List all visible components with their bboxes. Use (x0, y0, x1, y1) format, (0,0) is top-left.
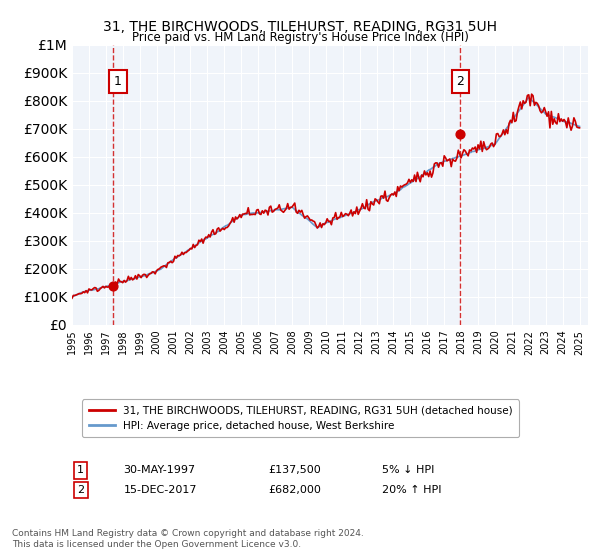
Point (455, 129, 465, 138)
Point (108, 282, 118, 291)
Text: 2: 2 (457, 74, 464, 88)
Text: 1: 1 (114, 74, 122, 88)
Text: 31, THE BIRCHWOODS, TILEHURST, READING, RG31 5UH: 31, THE BIRCHWOODS, TILEHURST, READING, … (103, 20, 497, 34)
Text: 2: 2 (77, 485, 84, 495)
Text: £137,500: £137,500 (268, 465, 321, 475)
Text: 15-DEC-2017: 15-DEC-2017 (124, 485, 197, 495)
Text: Contains HM Land Registry data © Crown copyright and database right 2024.
This d: Contains HM Land Registry data © Crown c… (12, 529, 364, 549)
Text: 30-MAY-1997: 30-MAY-1997 (124, 465, 196, 475)
Legend: 31, THE BIRCHWOODS, TILEHURST, READING, RG31 5UH (detached house), HPI: Average : 31, THE BIRCHWOODS, TILEHURST, READING, … (82, 399, 519, 437)
Text: £682,000: £682,000 (268, 485, 321, 495)
Text: 1: 1 (77, 465, 84, 475)
Text: 20% ↑ HPI: 20% ↑ HPI (382, 485, 441, 495)
Text: 5% ↓ HPI: 5% ↓ HPI (382, 465, 434, 475)
Text: Price paid vs. HM Land Registry's House Price Index (HPI): Price paid vs. HM Land Registry's House … (131, 31, 469, 44)
